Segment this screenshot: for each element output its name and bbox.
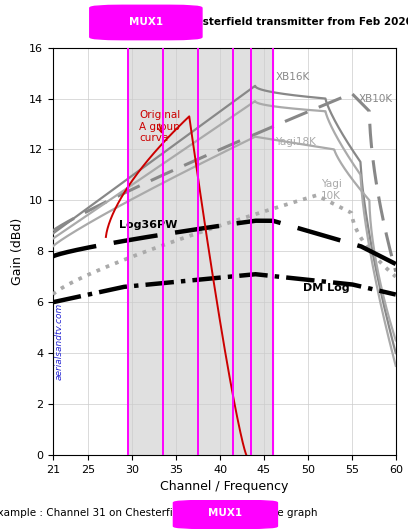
Y-axis label: Gain (dBd): Gain (dBd) [11, 217, 24, 285]
Text: MUX1: MUX1 [208, 508, 242, 518]
Text: XB10K: XB10K [359, 94, 393, 104]
Text: XB16K: XB16K [275, 72, 310, 82]
Text: aerialsandtv.com: aerialsandtv.com [55, 302, 64, 379]
Text: Yagi18K: Yagi18K [275, 137, 316, 147]
Text: Yagi
10K: Yagi 10K [321, 179, 342, 201]
Text: Chesterfield transmitter from Feb 2020: Chesterfield transmitter from Feb 2020 [177, 17, 408, 27]
Text: Log36PW: Log36PW [119, 220, 177, 230]
FancyBboxPatch shape [173, 500, 277, 528]
Text: MUX1: MUX1 [129, 17, 163, 27]
Text: on the graph: on the graph [247, 508, 317, 518]
X-axis label: Channel / Frequency: Channel / Frequency [160, 480, 288, 493]
Text: Original
A group
curve: Original A group curve [139, 110, 180, 143]
Text: Example : Channel 31 on Chesterfield =: Example : Channel 31 on Chesterfield = [0, 508, 204, 518]
Bar [128, 48, 273, 455]
Text: DM Log: DM Log [304, 283, 350, 293]
FancyBboxPatch shape [90, 5, 202, 40]
